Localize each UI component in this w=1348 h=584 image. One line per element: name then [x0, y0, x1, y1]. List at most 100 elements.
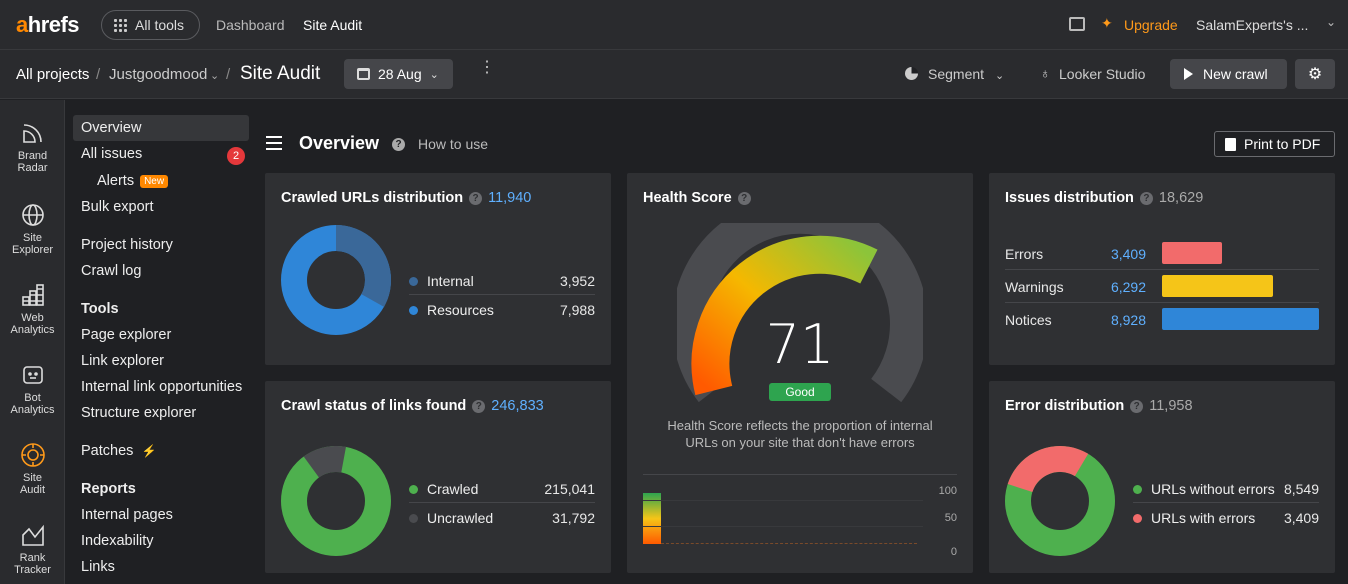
- rail-brand-radar[interactable]: Brand Radar: [0, 120, 65, 174]
- globe-icon: [20, 202, 46, 228]
- sidebar-item-patches[interactable]: Patches ⚡: [81, 443, 156, 459]
- sidebar-item-structure-explorer[interactable]: Structure explorer: [81, 405, 197, 421]
- sidebar-heading-tools: Tools: [81, 301, 119, 317]
- new-badge: New: [140, 175, 169, 188]
- sidebar-item-link-explorer[interactable]: Link explorer: [81, 353, 165, 369]
- rail-label: Rank Tracker: [14, 552, 51, 576]
- sidebar-item-page-explorer[interactable]: Page explorer: [81, 327, 172, 343]
- nav-site-audit[interactable]: Site Audit: [303, 17, 363, 33]
- crawled-donut: [281, 225, 391, 335]
- chevron-down-icon[interactable]: ⌄: [210, 70, 220, 82]
- legend-urls-with-errors: URLs with errors: [1133, 510, 1255, 526]
- sidebar-item-project-history[interactable]: Project history: [81, 237, 173, 253]
- more-icon[interactable]: ⋮: [479, 59, 495, 76]
- overview-title: Overview: [299, 133, 380, 153]
- help-icon[interactable]: ?: [472, 400, 486, 413]
- divider: [409, 502, 595, 503]
- help-icon[interactable]: ?: [737, 192, 751, 205]
- legend-dot: [409, 484, 418, 494]
- how-to-use-link[interactable]: How to use: [418, 136, 489, 152]
- sidebar-item-internal-link-opportunities[interactable]: Internal link opportunities: [81, 379, 243, 395]
- rail-site-audit[interactable]: Site Audit: [0, 442, 65, 496]
- alerts-label: Alerts: [97, 173, 135, 189]
- ahrefs-logo[interactable]: ahrefs: [16, 12, 80, 37]
- divider: [409, 294, 595, 295]
- issue-label-notices: Notices: [1005, 312, 1052, 328]
- health-gauge: [677, 223, 923, 403]
- card-title: Health Score?: [643, 190, 751, 206]
- menu-icon[interactable]: [266, 136, 282, 150]
- sidebar-item-internal-pages[interactable]: Internal pages: [81, 507, 173, 523]
- notifications-icon[interactable]: [1069, 17, 1085, 31]
- sidebar-item-indexability[interactable]: Indexability: [81, 533, 154, 549]
- card-total: 18,629: [1158, 190, 1204, 206]
- page-title: Site Audit: [240, 63, 321, 84]
- play-icon: [1184, 68, 1193, 80]
- help-icon[interactable]: ?: [1139, 192, 1153, 205]
- breadcrumb-separator: /: [226, 66, 231, 83]
- looker-studio-link[interactable]: Looker Studio: [1059, 66, 1146, 82]
- breadcrumb-all-projects[interactable]: All projects: [16, 66, 90, 83]
- settings-button[interactable]: ⚙: [1295, 59, 1335, 89]
- crawled-urls-card: Crawled URLs distribution? 11,940 Interna…: [265, 173, 611, 365]
- sidebar-item-overview[interactable]: Overview: [73, 115, 249, 141]
- card-title: Issues distribution? 18,629: [1005, 190, 1204, 206]
- card-total[interactable]: 246,833: [491, 398, 544, 414]
- rail-bot-analytics[interactable]: Bot Analytics: [0, 362, 65, 416]
- legend-resources: Resources: [409, 302, 494, 318]
- history-baseline: [661, 543, 917, 544]
- issue-label-errors: Errors: [1005, 246, 1044, 262]
- card-total[interactable]: 11,940: [488, 190, 532, 206]
- sidebar-item-alerts[interactable]: Alerts New: [97, 173, 169, 189]
- date-selector[interactable]: 28 Aug ⌄: [344, 59, 453, 89]
- health-description-line2: URLs on your site that don't have errors: [685, 435, 915, 450]
- account-menu[interactable]: SalamExperts's ...: [1196, 17, 1309, 33]
- card-title: Error distribution? 11,958: [1005, 398, 1193, 414]
- rank-tracker-icon: [20, 522, 46, 548]
- card-title: Crawl status of links found? 246,833: [281, 398, 544, 414]
- gridline: [643, 500, 923, 501]
- error-distribution-card: Error distribution? 11,958 URLs without e…: [989, 381, 1335, 573]
- sidebar-item-bulk-export[interactable]: Bulk export: [81, 199, 154, 215]
- upgrade-link[interactable]: Upgrade: [1124, 17, 1178, 33]
- help-icon[interactable]: ?: [469, 192, 483, 205]
- new-crawl-label: New crawl: [1203, 66, 1268, 82]
- legend-uncrawled: Uncrawled: [409, 510, 493, 526]
- health-score-value: 71: [765, 313, 835, 376]
- sidebar-item-links[interactable]: Links: [81, 559, 115, 575]
- nav-dashboard[interactable]: Dashboard: [216, 17, 285, 33]
- legend-value: 8,549: [1283, 481, 1319, 497]
- rail-site-explorer[interactable]: Site Explorer: [0, 202, 65, 256]
- print-to-pdf-button[interactable]: Print to PDF: [1214, 131, 1335, 157]
- issues-count-badge: 2: [227, 147, 245, 165]
- legend-value: 3,952: [559, 273, 595, 289]
- print-label: Print to PDF: [1244, 136, 1321, 152]
- sidebar-item-crawl-log[interactable]: Crawl log: [81, 263, 142, 279]
- new-crawl-button[interactable]: New crawl: [1170, 59, 1287, 89]
- divider: [643, 474, 957, 475]
- card-total: 11,958: [1149, 398, 1193, 414]
- sidebar-heading-reports: Reports: [81, 481, 136, 497]
- gridline: [643, 526, 923, 527]
- issue-bar-notices: [1162, 308, 1319, 330]
- patches-label: Patches: [81, 443, 134, 459]
- rail-web-analytics[interactable]: Web Analytics: [0, 282, 65, 336]
- issue-bar-warnings: [1162, 275, 1273, 297]
- sidebar-item-all-issues[interactable]: All issues: [81, 146, 143, 162]
- issue-value-warnings[interactable]: 6,292: [1110, 279, 1146, 295]
- chevron-down-icon[interactable]: ⌄: [1326, 15, 1337, 29]
- legend-dot: [409, 276, 418, 286]
- help-icon[interactable]: ?: [392, 138, 405, 151]
- crawl-status-card: Crawl status of links found? 246,833 Craw…: [265, 381, 611, 573]
- breadcrumb-project[interactable]: Justgoodmood: [109, 66, 208, 83]
- health-status-badge: Good: [769, 383, 831, 401]
- analytics-icon: [20, 282, 46, 308]
- rail-rank-tracker[interactable]: Rank Tracker: [0, 522, 65, 576]
- all-tools-button[interactable]: All tools: [101, 10, 200, 40]
- issue-value-notices[interactable]: 8,928: [1110, 312, 1146, 328]
- help-icon[interactable]: ?: [1130, 400, 1144, 413]
- chevron-down-icon[interactable]: ⌄: [995, 70, 1005, 82]
- segment-dropdown[interactable]: Segment: [928, 66, 985, 82]
- issue-value-errors[interactable]: 3,409: [1110, 246, 1146, 262]
- rail-label: Bot Analytics: [10, 392, 55, 416]
